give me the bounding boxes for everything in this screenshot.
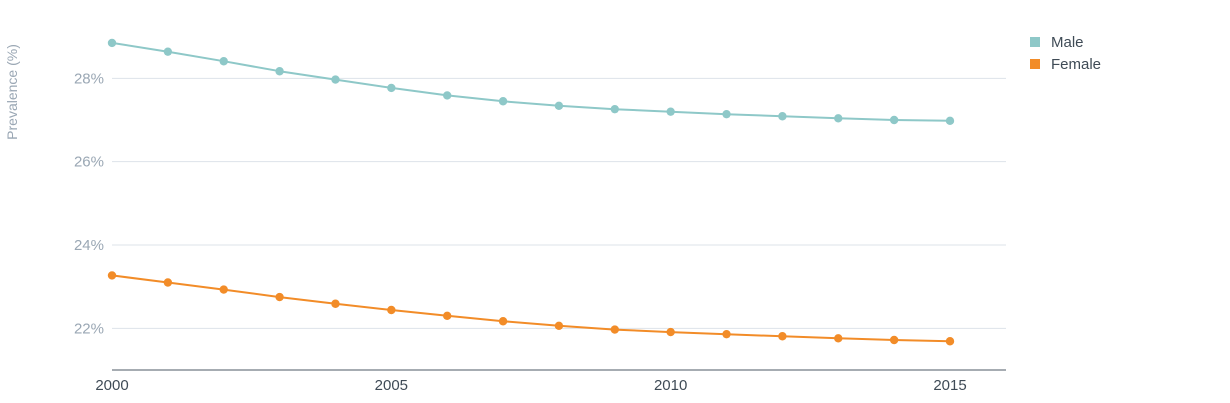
x-tick-label: 2010 <box>654 377 687 394</box>
x-tick-label: 2005 <box>375 377 408 394</box>
data-point-female[interactable] <box>945 337 955 346</box>
data-point-female[interactable] <box>778 332 787 341</box>
gridlines <box>112 77 1006 329</box>
data-point-male[interactable] <box>275 67 284 76</box>
data-point-female[interactable] <box>554 321 564 331</box>
data-point-male[interactable] <box>443 91 452 100</box>
legend-item-male[interactable]: Male <box>1030 34 1084 51</box>
legend: Male Female <box>1030 34 1101 73</box>
y-tick-label: 26% <box>74 154 104 171</box>
legend-swatch <box>1030 37 1040 47</box>
data-point-male[interactable] <box>834 114 843 123</box>
data-point-male[interactable] <box>554 101 564 111</box>
data-point-male[interactable] <box>610 104 619 114</box>
data-point-female[interactable] <box>722 329 731 339</box>
data-point-female[interactable] <box>834 334 843 343</box>
data-point-male[interactable] <box>387 83 396 93</box>
data-point-female[interactable] <box>331 299 340 308</box>
legend-label: Male <box>1051 34 1084 51</box>
data-point-male[interactable] <box>945 116 955 126</box>
data-point-female[interactable] <box>889 335 899 345</box>
y-tick-label: 28% <box>74 70 104 87</box>
data-point-male[interactable] <box>331 75 340 84</box>
x-tick-label: 2015 <box>933 377 966 394</box>
y-tick-label: 24% <box>74 237 104 254</box>
data-point-male[interactable] <box>498 97 508 106</box>
data-point-female[interactable] <box>387 305 396 315</box>
x-tick-label: 2000 <box>95 377 128 394</box>
data-point-male[interactable] <box>666 107 675 116</box>
series-male <box>107 38 955 126</box>
data-point-female[interactable] <box>107 271 117 280</box>
series-line-male <box>111 41 951 122</box>
data-point-male[interactable] <box>778 112 787 121</box>
data-point-female[interactable] <box>275 292 284 302</box>
series-female <box>107 271 955 346</box>
y-tick-label: 22% <box>74 320 104 337</box>
legend-item-female[interactable]: Female <box>1030 56 1101 73</box>
series-group <box>107 38 955 346</box>
data-point-female[interactable] <box>498 317 508 326</box>
data-point-female[interactable] <box>219 285 228 294</box>
series-line-female <box>111 274 951 343</box>
data-point-male[interactable] <box>722 109 731 119</box>
legend-label: Female <box>1051 56 1101 73</box>
data-point-female[interactable] <box>443 311 452 321</box>
axes: 22% 24% 26% 28% 2000 2005 2010 2015 <box>74 70 1006 394</box>
data-point-female[interactable] <box>163 278 173 287</box>
legend-swatch <box>1030 59 1040 69</box>
data-point-female[interactable] <box>666 327 675 337</box>
data-point-male[interactable] <box>889 115 899 125</box>
data-point-male[interactable] <box>107 38 117 48</box>
y-axis-label: Prevalence (%) <box>4 44 20 140</box>
data-point-male[interactable] <box>219 57 228 66</box>
data-point-male[interactable] <box>163 47 173 56</box>
data-point-female[interactable] <box>610 325 619 334</box>
